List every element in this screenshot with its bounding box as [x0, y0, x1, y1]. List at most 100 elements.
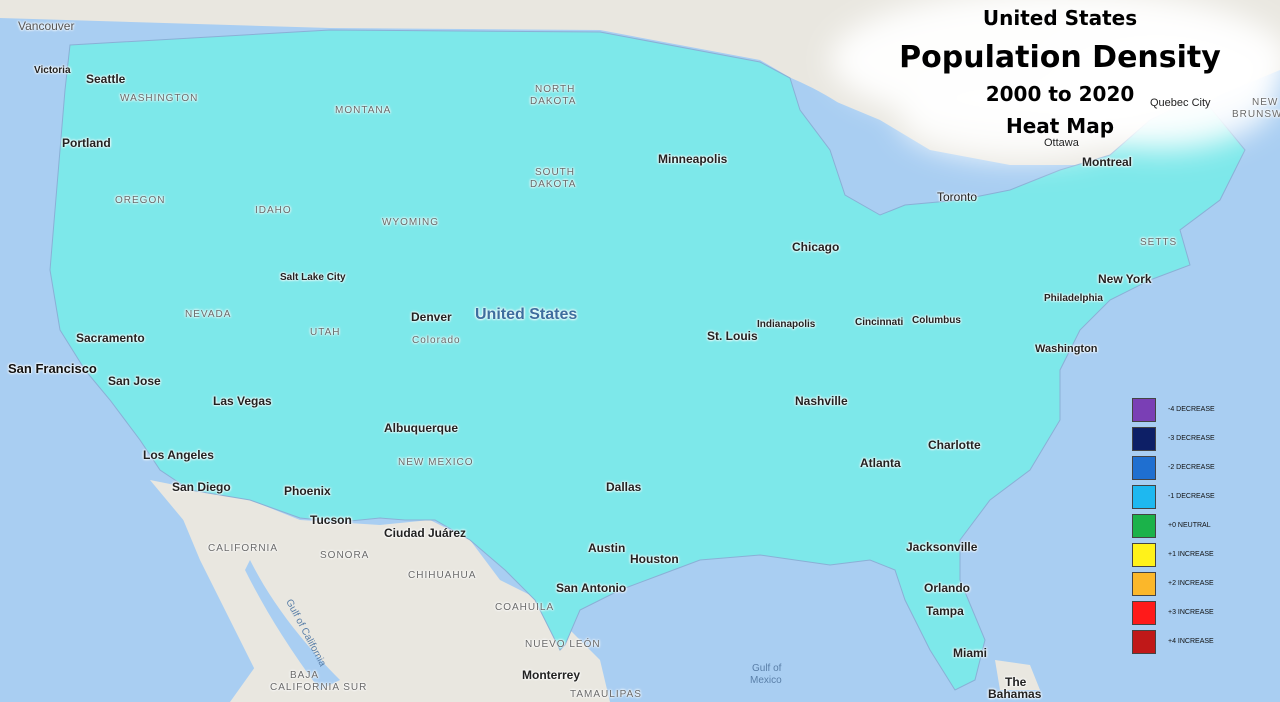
city-label-victoria: Victoria: [34, 65, 71, 76]
city-label-miami: Miami: [953, 646, 988, 660]
water-label-gulf-of-mexico-1: Gulf of: [752, 663, 782, 674]
city-label-dallas: Dallas: [606, 480, 642, 494]
city-label-columbus: Columbus: [912, 315, 961, 326]
region-label-baja-2: CALIFORNIA SUR: [270, 682, 368, 693]
city-label-portland: Portland: [62, 136, 111, 150]
legend-swatch: [1132, 630, 1156, 654]
region-label-baja-1: BAJA: [290, 670, 320, 681]
city-label-cincinnati: Cincinnati: [855, 317, 904, 328]
region-label-sonora: SONORA: [320, 550, 370, 561]
city-label-montreal: Montreal: [1082, 155, 1133, 169]
city-label-phoenix: Phoenix: [284, 484, 331, 498]
region-label-new-mexico: NEW MEXICO: [398, 457, 474, 468]
country-label: United States: [475, 306, 578, 323]
title-line-2: Population Density: [899, 40, 1221, 75]
legend-label: +1 INCREASE: [1168, 551, 1214, 558]
title-line-3: 2000 to 2020: [985, 82, 1135, 106]
region-label-south-dakota-2: DAKOTA: [530, 179, 577, 190]
legend-item: +1 INCREASE: [1128, 543, 1240, 567]
city-label-jacksonville: Jacksonville: [906, 540, 978, 554]
region-label-california: CALIFORNIA: [208, 543, 279, 554]
city-label-philadelphia: Philadelphia: [1044, 293, 1103, 304]
city-label-new-york: New York: [1098, 272, 1152, 286]
city-label-salt-lake-city: Salt Lake City: [280, 272, 346, 283]
region-label-utah: UTAH: [310, 327, 341, 338]
legend-item: -1 DECREASE: [1128, 485, 1240, 509]
water-label-gulf-of-mexico-2: Mexico: [750, 675, 782, 686]
map-title: United States Population Density 2000 to…: [860, 0, 1260, 150]
city-label-minneapolis: Minneapolis: [658, 152, 728, 166]
legend-item: +4 INCREASE: [1128, 630, 1240, 654]
region-label-north-dakota-2: DAKOTA: [530, 96, 577, 107]
city-label-charlotte: Charlotte: [928, 438, 981, 452]
city-label-indianapolis: Indianapolis: [757, 319, 816, 330]
city-label-ciudad-juarez: Ciudad Juárez: [384, 526, 467, 540]
title-line-4: Heat Map: [1005, 114, 1115, 138]
region-label-idaho: IDAHO: [255, 205, 292, 216]
title-cloud: [830, 0, 1280, 160]
city-label-vancouver: Vancouver: [18, 19, 75, 33]
city-label-ottawa: Ottawa: [1044, 137, 1079, 149]
city-label-san-diego: San Diego: [172, 480, 231, 494]
city-label-denver: Denver: [411, 310, 452, 324]
legend-label: +4 INCREASE: [1168, 638, 1214, 645]
legend-swatch: [1132, 572, 1156, 596]
city-label-chicago: Chicago: [792, 240, 840, 254]
city-label-sacramento: Sacramento: [76, 331, 145, 345]
city-label-quebec-city: Quebec City: [1150, 97, 1211, 109]
legend-label: -4 DECREASE: [1168, 406, 1215, 413]
region-label-massachusetts: SETTS: [1140, 237, 1178, 248]
city-label-albuquerque: Albuquerque: [384, 421, 458, 435]
title-line-1: United States: [982, 6, 1138, 30]
legend-swatch: [1132, 485, 1156, 509]
legend-item: -4 DECREASE: [1128, 398, 1240, 422]
legend-label: -3 DECREASE: [1168, 435, 1215, 442]
region-label-nevada: NEVADA: [185, 309, 232, 320]
region-label-south-dakota-1: SOUTH: [535, 167, 575, 178]
legend-swatch: [1132, 456, 1156, 480]
city-label-orlando: Orlando: [924, 581, 971, 595]
city-label-tampa: Tampa: [926, 604, 964, 618]
city-label-san-antonio: San Antonio: [556, 581, 627, 595]
city-label-austin: Austin: [588, 541, 626, 555]
region-label-washington: WASHINGTON: [120, 93, 199, 104]
region-label-north-dakota-1: NORTH: [535, 84, 576, 95]
city-label-san-francisco: San Francisco: [8, 361, 97, 376]
legend-swatch: [1132, 601, 1156, 625]
city-label-st-louis: St. Louis: [707, 329, 758, 343]
legend-swatch: [1132, 514, 1156, 538]
city-label-bahamas-2: Bahamas: [988, 687, 1042, 701]
legend-swatch: [1132, 398, 1156, 422]
city-label-los-angeles: Los Angeles: [143, 448, 214, 462]
legend-label: +3 INCREASE: [1168, 609, 1214, 616]
gulf-of-california: [245, 560, 340, 690]
region-label-new-brunswick-1: NEW: [1252, 97, 1279, 108]
region-label-chihuahua: CHIHUAHUA: [408, 570, 477, 581]
legend-label: +2 INCREASE: [1168, 580, 1214, 587]
city-label-washington: Washington: [1035, 343, 1098, 355]
region-label-colorado: Colorado: [412, 335, 461, 346]
region-label-new-brunswick-2: BRUNSWI: [1232, 109, 1280, 120]
city-label-seattle: Seattle: [86, 72, 126, 86]
legend-item: +2 INCREASE: [1128, 572, 1240, 596]
region-label-wyoming: WYOMING: [382, 217, 439, 228]
legend-label: +0 NEUTRAL: [1168, 522, 1211, 529]
legend-item: +3 INCREASE: [1128, 601, 1240, 625]
region-label-tamaulipas: TAMAULIPAS: [570, 689, 642, 700]
city-label-san-jose: San Jose: [108, 374, 161, 388]
city-label-houston: Houston: [630, 552, 679, 566]
city-label-monterrey: Monterrey: [522, 668, 581, 682]
region-label-montana: MONTANA: [335, 105, 392, 116]
region-label-oregon: OREGON: [115, 195, 166, 206]
legend-item: +0 NEUTRAL: [1128, 514, 1240, 538]
city-label-tucson: Tucson: [310, 513, 352, 527]
legend-swatch: [1132, 427, 1156, 451]
city-label-las-vegas: Las Vegas: [213, 394, 272, 408]
city-label-atlanta: Atlanta: [860, 456, 901, 470]
baja-land: [175, 500, 320, 702]
city-label-nashville: Nashville: [795, 394, 848, 408]
legend-swatch: [1132, 543, 1156, 567]
city-label-toronto: Toronto: [937, 190, 978, 204]
legend-label: -2 DECREASE: [1168, 464, 1215, 471]
